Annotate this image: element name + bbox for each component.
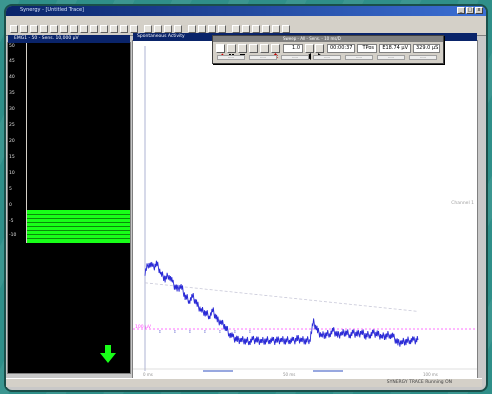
status-bar: SYNERGY TRACE Running ON bbox=[6, 378, 482, 387]
burst-marker: ɪ bbox=[159, 329, 161, 335]
marker-up-down-icon[interactable] bbox=[271, 44, 280, 60]
title-bar: Synergy - [Untitled Trace] _ □ x bbox=[6, 6, 486, 16]
trace-panel: Spontaneous Activity Channel 1 100 µV ɪ ɪ ɪ… bbox=[132, 33, 478, 382]
scale-label: 10 bbox=[9, 171, 15, 176]
grid-icon[interactable] bbox=[198, 25, 206, 33]
print-icon[interactable] bbox=[40, 25, 48, 33]
scale-label: 15 bbox=[9, 155, 15, 160]
time-field: 00:00:37 bbox=[327, 44, 355, 53]
pause-icon[interactable] bbox=[227, 44, 236, 59]
gain-field[interactable]: 1.0 bbox=[283, 44, 303, 53]
scale-label: -5 bbox=[9, 219, 14, 224]
x-axis-label: 50 ms bbox=[283, 372, 296, 377]
scale-label: -10 bbox=[9, 233, 17, 238]
stop-icon[interactable] bbox=[238, 44, 247, 59]
help-icon[interactable] bbox=[130, 25, 138, 33]
minimize-button[interactable]: _ bbox=[457, 7, 465, 14]
blank-tool-icon[interactable] bbox=[249, 44, 258, 53]
increase-icon[interactable] bbox=[315, 44, 324, 60]
decrease-icon[interactable] bbox=[305, 44, 314, 60]
burst-marker: ɪ bbox=[204, 329, 206, 335]
zoom-out-icon[interactable] bbox=[110, 25, 118, 33]
table-icon[interactable] bbox=[242, 25, 250, 33]
filter-icon[interactable] bbox=[164, 25, 172, 33]
export-icon[interactable] bbox=[252, 25, 260, 33]
scale-label: 25 bbox=[9, 123, 15, 128]
scale-label: 30 bbox=[9, 107, 15, 112]
tile-icon[interactable] bbox=[282, 25, 290, 33]
floating-control-toolbar: Sweep - All - Sens. - 10 ms/D 1.0 00:00:… bbox=[212, 35, 444, 64]
step-icon[interactable] bbox=[260, 44, 269, 53]
app-title: Synergy - [Untitled Trace] bbox=[20, 7, 84, 13]
scale-label: 50 bbox=[9, 44, 15, 49]
float-toolbar-title: Sweep - All - Sens. - 10 ms/D bbox=[283, 36, 341, 41]
menu-bar: File Setup Traffic Results Window bbox=[6, 16, 486, 33]
maximize-button[interactable]: □ bbox=[466, 7, 474, 14]
burst-marker: ɪ bbox=[249, 329, 251, 335]
readout-field: ----- bbox=[249, 55, 277, 60]
new-icon[interactable] bbox=[10, 25, 18, 33]
trace-icon[interactable] bbox=[144, 25, 152, 33]
marker-icon[interactable] bbox=[174, 25, 182, 33]
burst-marker: ɪ bbox=[189, 329, 191, 335]
settings-icon[interactable] bbox=[120, 25, 128, 33]
copy-icon[interactable] bbox=[60, 25, 68, 33]
emg-level-bar bbox=[27, 210, 130, 243]
cut-icon[interactable] bbox=[50, 25, 58, 33]
redo-icon[interactable] bbox=[90, 25, 98, 33]
readout-field: ----- bbox=[313, 55, 341, 60]
status-text: SYNERGY TRACE Running ON bbox=[386, 380, 452, 385]
level-scale: 50 45 40 35 30 25 20 15 10 5 0 -5 -10 bbox=[8, 43, 27, 243]
layout-icon[interactable] bbox=[218, 25, 226, 33]
burst-marker: ɪ bbox=[219, 329, 221, 335]
save-icon[interactable] bbox=[30, 25, 38, 33]
right-panel-title: Spontaneous Activity bbox=[137, 34, 185, 39]
readout-field: ----- bbox=[281, 55, 309, 60]
gain-icon[interactable] bbox=[154, 25, 162, 33]
display-icon[interactable] bbox=[208, 25, 216, 33]
scale-label: 35 bbox=[9, 91, 15, 96]
emg-level-panel: EMG1 - 50 - Sens. 10,000 µV 50 45 40 35 … bbox=[7, 35, 131, 374]
left-panel-title: EMG1 - 50 - Sens. 10,000 µV bbox=[14, 36, 79, 41]
scale-label: 40 bbox=[9, 75, 15, 80]
scale-label: 5 bbox=[9, 187, 12, 192]
x-axis-label: 0 ms bbox=[143, 372, 153, 377]
emg-trace-line[interactable] bbox=[144, 260, 419, 347]
amplitude-field: E18.74 µV bbox=[379, 44, 411, 53]
report-icon[interactable] bbox=[232, 25, 240, 33]
scale-label: 45 bbox=[9, 59, 15, 64]
trigger-field: TPos bbox=[357, 44, 377, 53]
threshold-label: 100 µV bbox=[135, 324, 152, 330]
emg-trace-chart[interactable]: 100 µV ɪ ɪ ɪ ɪ ɪ ɪ ɪ bbox=[133, 41, 477, 381]
duration-field: 329.0 µS bbox=[413, 44, 440, 53]
paste-icon[interactable] bbox=[70, 25, 78, 33]
trend-line bbox=[144, 282, 419, 312]
readout-field: ----- bbox=[409, 55, 437, 60]
readout-field: ----- bbox=[345, 55, 373, 60]
audio-icon[interactable] bbox=[188, 25, 196, 33]
zoom-in-icon[interactable] bbox=[100, 25, 108, 33]
readout-field: ----- bbox=[217, 55, 245, 60]
arrow-down-icon[interactable] bbox=[100, 345, 116, 363]
burst-marker: ɪ bbox=[174, 329, 176, 335]
undo-icon[interactable] bbox=[80, 25, 88, 33]
burst-marker: ɪ bbox=[234, 329, 236, 335]
record-icon[interactable] bbox=[216, 44, 225, 60]
float-toolbar-header: Sweep - All - Sens. - 10 ms/D bbox=[213, 36, 443, 42]
x-axis-label: 100 ms bbox=[423, 372, 438, 377]
secondary-readouts: ----- ----- ----- ----- ----- ----- ----… bbox=[213, 55, 443, 61]
readout-field: ----- bbox=[377, 55, 405, 60]
close-button[interactable]: x bbox=[475, 7, 483, 14]
window-icon[interactable] bbox=[272, 25, 280, 33]
channel-marker: Channel 1 bbox=[451, 201, 474, 206]
scale-label: 0 bbox=[9, 203, 12, 208]
scale-label: 20 bbox=[9, 139, 15, 144]
info-icon[interactable] bbox=[262, 25, 270, 33]
left-panel-header: EMG1 - 50 - Sens. 10,000 µV bbox=[8, 35, 130, 43]
open-icon[interactable] bbox=[20, 25, 28, 33]
